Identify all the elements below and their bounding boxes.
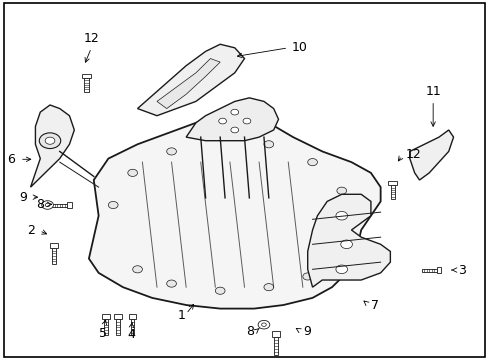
Polygon shape (137, 44, 244, 116)
Circle shape (331, 251, 341, 258)
Text: 2: 2 (27, 224, 35, 237)
Bar (272, 331, 279, 337)
Circle shape (307, 158, 317, 166)
Text: 9: 9 (19, 191, 27, 204)
Circle shape (41, 201, 53, 209)
Circle shape (340, 240, 352, 249)
Text: 9: 9 (302, 325, 310, 338)
Text: 4: 4 (127, 328, 135, 341)
Circle shape (45, 137, 55, 144)
Circle shape (215, 287, 224, 294)
Circle shape (346, 219, 356, 226)
Bar (84, 78, 88, 91)
Bar (114, 314, 122, 319)
Polygon shape (157, 59, 220, 109)
Bar (67, 202, 72, 208)
Bar (129, 314, 136, 319)
Polygon shape (186, 98, 278, 141)
Circle shape (215, 134, 224, 141)
Circle shape (166, 148, 176, 155)
Bar (131, 319, 134, 336)
Text: 10: 10 (291, 41, 307, 54)
Circle shape (127, 169, 137, 176)
Text: 7: 7 (370, 299, 378, 312)
Bar (52, 248, 56, 264)
Bar (102, 314, 109, 319)
Bar (52, 203, 67, 207)
Circle shape (243, 118, 250, 124)
Polygon shape (89, 116, 380, 309)
Bar (421, 269, 436, 271)
Circle shape (230, 127, 238, 133)
Bar (274, 337, 277, 355)
Text: 11: 11 (425, 85, 440, 98)
Polygon shape (30, 105, 74, 187)
Circle shape (261, 323, 266, 327)
Text: 6: 6 (7, 153, 15, 166)
Bar (116, 319, 120, 336)
Bar (436, 267, 441, 273)
Polygon shape (307, 194, 389, 287)
Circle shape (335, 211, 347, 220)
Circle shape (39, 133, 61, 149)
Circle shape (258, 320, 269, 329)
Circle shape (302, 273, 312, 280)
Circle shape (166, 280, 176, 287)
Circle shape (132, 266, 142, 273)
Text: 3: 3 (458, 264, 466, 276)
Circle shape (230, 109, 238, 115)
Text: 12: 12 (83, 32, 99, 45)
Circle shape (335, 265, 347, 274)
Text: 1: 1 (177, 309, 185, 322)
Polygon shape (409, 130, 453, 180)
Bar (390, 185, 394, 199)
Circle shape (336, 187, 346, 194)
Bar (387, 181, 396, 185)
Circle shape (218, 118, 226, 124)
Text: 8: 8 (246, 325, 254, 338)
Circle shape (45, 203, 50, 207)
Text: 12: 12 (405, 148, 421, 161)
Bar (82, 74, 91, 78)
Circle shape (264, 284, 273, 291)
Text: 8: 8 (36, 198, 44, 211)
Text: 5: 5 (99, 327, 107, 340)
Bar (50, 243, 58, 248)
Bar (104, 319, 107, 336)
Circle shape (108, 202, 118, 208)
Circle shape (264, 141, 273, 148)
